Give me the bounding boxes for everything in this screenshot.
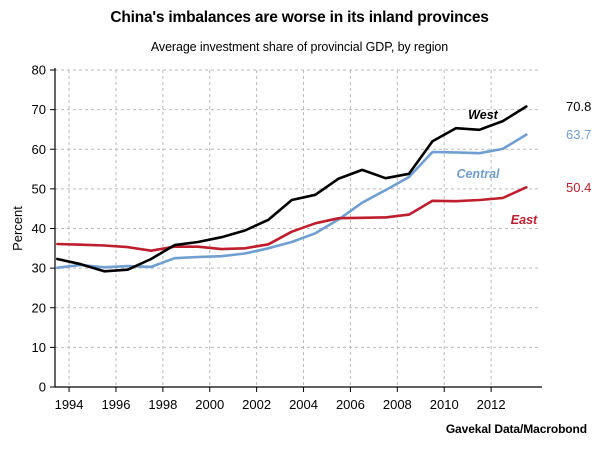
y-tick-label: 10 [32,340,46,355]
y-axis-label: Percent [10,206,25,251]
series-label-west: West [468,108,498,122]
chart-subtitle: Average investment share of provincial G… [150,40,449,54]
y-tick-label: 60 [32,142,46,157]
x-tick-label: 1998 [148,397,177,412]
y-tick-label: 20 [32,300,46,315]
series-line-east [55,186,528,252]
y-tick-label: 40 [32,221,46,236]
x-tick-label: 2006 [336,397,365,412]
y-tick-label: 80 [32,63,46,78]
end-value-label-central: 63.7 [566,127,591,142]
chart-title: China's imbalances are worse in its inla… [110,9,489,26]
x-tick-label: 2010 [430,397,459,412]
x-tick-label: 2002 [242,397,271,412]
x-tick-label: 2012 [477,397,506,412]
y-tick-label: 70 [32,102,46,117]
x-tick-label: 1994 [55,397,84,412]
y-tick-label: 0 [39,380,46,395]
end-value-label-west: 70.8 [566,99,591,114]
y-tick-label: 50 [32,181,46,196]
source-note: Gavekal Data/Macrobond [445,422,587,436]
x-tick-label: 2000 [195,397,224,412]
x-tick-label: 1996 [102,397,131,412]
x-tick-label: 2008 [383,397,412,412]
series-label-central: Central [456,167,500,181]
series-label-east: East [511,213,538,227]
y-tick-label: 30 [32,261,46,276]
end-value-label-east: 50.4 [566,180,591,195]
series-line-west [55,105,528,273]
x-tick-label: 2004 [289,397,318,412]
